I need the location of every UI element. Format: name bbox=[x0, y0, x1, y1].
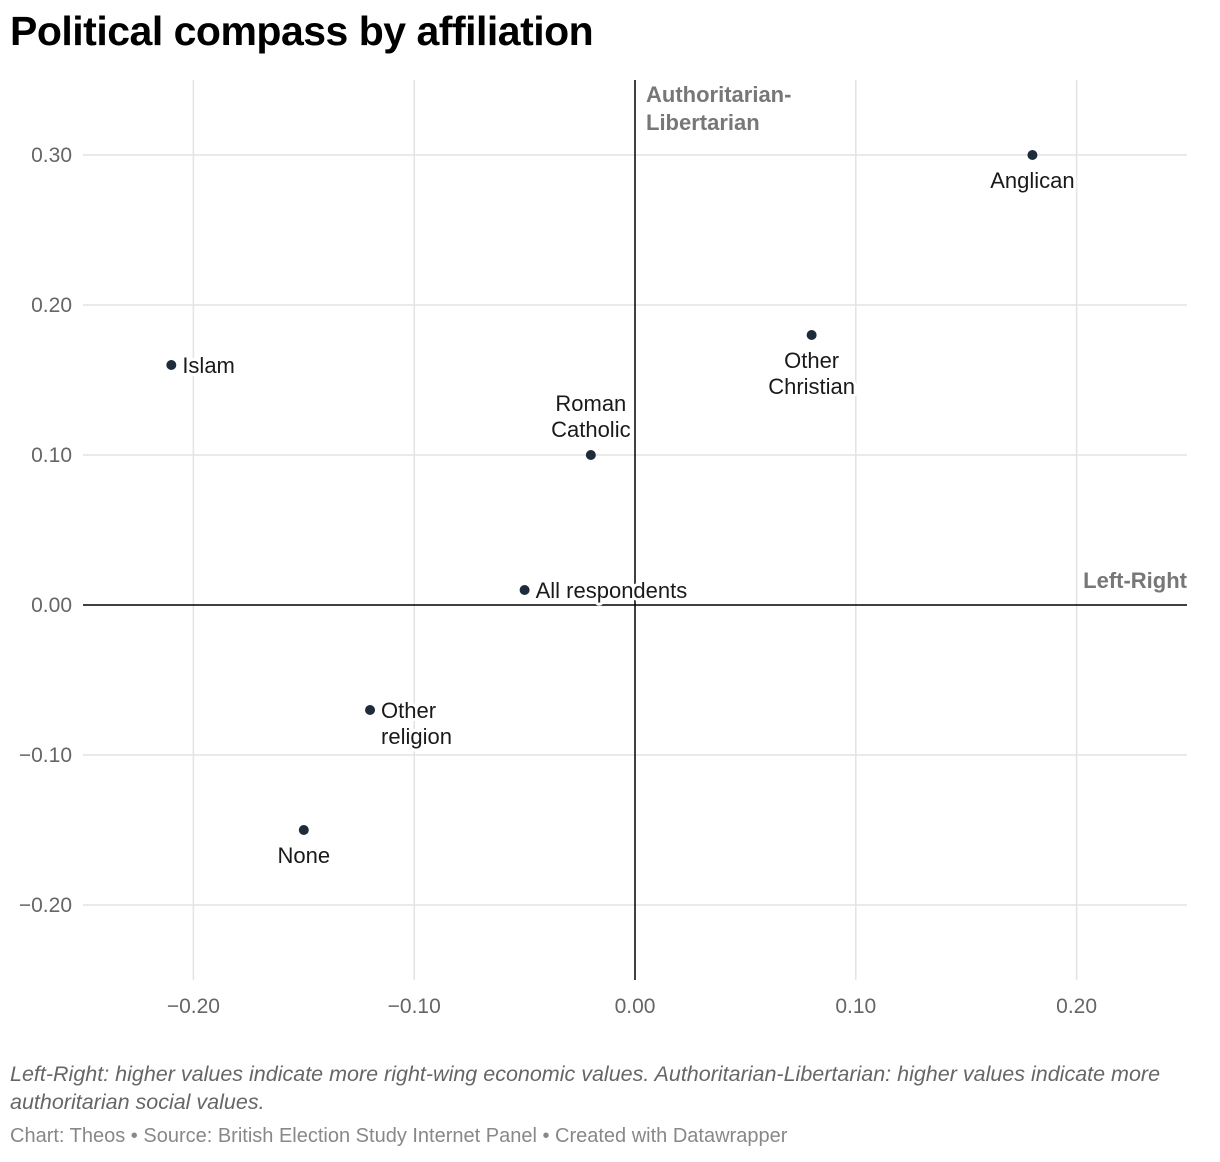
data-point bbox=[1027, 150, 1038, 160]
chart-title: Political compass by affiliation bbox=[10, 8, 594, 54]
point-label: All respondents bbox=[536, 578, 688, 603]
point-label: Anglican bbox=[990, 168, 1074, 193]
chart-credits: Chart: Theos • Source: British Election … bbox=[10, 1125, 788, 1147]
y-tick-label: −0.10 bbox=[19, 744, 72, 767]
point-label: Other bbox=[784, 348, 839, 373]
x-tick-label: 0.10 bbox=[835, 995, 876, 1018]
y-axis-title: Authoritarian- bbox=[646, 82, 791, 107]
y-tick-label: 0.00 bbox=[31, 594, 72, 617]
point-label: Christian bbox=[768, 374, 855, 399]
point-label: religion bbox=[381, 724, 452, 749]
x-axis-title: Left-Right bbox=[1083, 568, 1188, 593]
point-label: Roman bbox=[555, 391, 626, 416]
y-tick-label: 0.30 bbox=[31, 144, 72, 167]
data-point bbox=[166, 360, 177, 370]
x-tick-label: −0.10 bbox=[388, 995, 441, 1018]
x-tick-label: 0.20 bbox=[1056, 995, 1097, 1018]
scatter-chart: −0.20 −0.10 0.00 0.10 0.20 0.30 0.20 0.10 0.00 −0… bbox=[18, 80, 1188, 1018]
data-point bbox=[365, 705, 376, 715]
point-label: None bbox=[278, 843, 331, 868]
x-tick-label: 0.00 bbox=[615, 995, 656, 1018]
data-point bbox=[519, 585, 530, 595]
y-tick-label: 0.20 bbox=[31, 294, 72, 317]
data-point bbox=[806, 330, 817, 340]
y-axis-title: Libertarian bbox=[646, 110, 760, 135]
data-point bbox=[298, 825, 309, 835]
chart-note: Left-Right: higher values indicate more … bbox=[10, 1062, 1161, 1114]
y-tick-label: 0.10 bbox=[31, 444, 72, 467]
x-tick-label: −0.20 bbox=[167, 995, 220, 1018]
data-point bbox=[585, 450, 596, 460]
y-tick-label: −0.20 bbox=[19, 894, 72, 917]
point-label: Catholic bbox=[551, 417, 630, 442]
point-label: Islam bbox=[182, 353, 235, 378]
point-label: Other bbox=[381, 698, 436, 723]
